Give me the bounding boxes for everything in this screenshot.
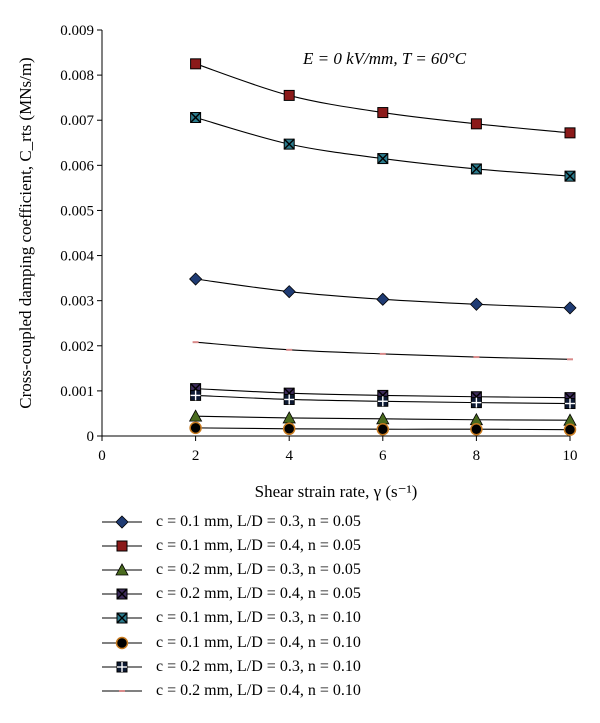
legend-item: c = 0.1 mm, L/D = 0.3, n = 0.10 [100, 606, 580, 630]
data-point [190, 389, 202, 401]
x-tick-label: 6 [379, 448, 387, 464]
data-point [563, 423, 577, 436]
y-tick-label: 0.009 [60, 23, 94, 39]
data-point [282, 422, 296, 436]
data-point [283, 138, 295, 150]
legend-marker [115, 563, 129, 576]
legend-item: c = 0.2 mm, L/D = 0.4, n = 0.05 [100, 582, 580, 606]
legend-swatch [102, 588, 142, 600]
legend-item: c = 0.2 mm, L/D = 0.3, n = 0.10 [100, 655, 580, 679]
y-tick-label: 0.006 [60, 158, 94, 174]
data-point [188, 409, 203, 422]
data-point [377, 395, 389, 407]
series-line [195, 63, 571, 134]
data-point [189, 272, 203, 286]
data-point [470, 422, 483, 436]
series-6 [189, 421, 577, 436]
y-axis-title: Cross-coupled damping coefficient, C_rts… [16, 57, 35, 408]
y-tick-label: 0.001 [60, 384, 94, 400]
legend-item: c = 0.2 mm, L/D = 0.4, n = 0.10 [100, 679, 580, 703]
y-tick-label: 0.002 [60, 339, 94, 355]
data-point [377, 107, 389, 119]
legend-item: c = 0.1 mm, L/D = 0.4, n = 0.10 [100, 630, 580, 654]
data-point [564, 127, 576, 139]
data-point [282, 285, 296, 299]
legend-label: c = 0.1 mm, L/D = 0.4, n = 0.10 [156, 633, 361, 651]
legend-swatch [102, 636, 142, 649]
y-tick-label: 0.007 [60, 113, 94, 129]
legend-item: c = 0.2 mm, L/D = 0.3, n = 0.05 [100, 558, 580, 582]
data-point [190, 112, 202, 124]
legend-label: c = 0.2 mm, L/D = 0.4, n = 0.10 [156, 681, 361, 699]
y-tick-label: 0.003 [60, 294, 94, 310]
y-tick-label: 0 [87, 429, 95, 445]
legend-label: c = 0.1 mm, L/D = 0.3, n = 0.10 [156, 609, 361, 627]
data-point [283, 393, 295, 405]
data-point [189, 421, 202, 435]
legend-item: c = 0.1 mm, L/D = 0.3, n = 0.05 [100, 510, 580, 534]
data-point [470, 397, 482, 409]
data-point [377, 153, 389, 165]
legend-swatch [102, 612, 142, 624]
series-8 [192, 341, 573, 361]
y-tick-label: 0.008 [60, 68, 94, 84]
x-axis-title: Shear strain rate, γ (s⁻¹) [255, 482, 418, 501]
data-point [376, 292, 390, 306]
legend-swatch [102, 540, 142, 552]
legend-swatch [102, 515, 142, 529]
chart-annotation: E = 0 kV/mm, T = 60°C [302, 49, 467, 68]
x-tick-label: 4 [285, 448, 293, 464]
x-tick-label: 10 [563, 448, 578, 464]
legend-marker [115, 636, 129, 649]
y-tick-label: 0.005 [60, 203, 94, 219]
series-5 [190, 112, 576, 182]
chart-legend: c = 0.1 mm, L/D = 0.3, n = 0.05 c = 0.1 m… [100, 510, 580, 703]
legend-marker [116, 540, 128, 552]
series-7 [190, 389, 576, 410]
data-point [564, 170, 576, 182]
x-tick-label: 0 [98, 448, 106, 464]
data-point [376, 422, 390, 436]
legend-swatch [102, 661, 142, 673]
legend-swatch [102, 563, 142, 576]
series-line [195, 341, 571, 360]
legend-label: c = 0.2 mm, L/D = 0.3, n = 0.10 [156, 657, 361, 675]
data-point [564, 398, 576, 410]
series-3 [188, 409, 577, 426]
legend-marker [116, 661, 128, 673]
legend-marker [115, 515, 129, 529]
legend-label: c = 0.1 mm, L/D = 0.4, n = 0.05 [156, 537, 361, 555]
legend-label: c = 0.2 mm, L/D = 0.4, n = 0.05 [156, 585, 361, 603]
data-point [563, 301, 577, 315]
legend-item: c = 0.1 mm, L/D = 0.4, n = 0.05 [100, 534, 580, 558]
chart-plot: 0 0.001 0.002 0.003 0.004 0.005 0.006 0.007 0.00… [16, 23, 578, 501]
x-tick-label: 8 [473, 448, 481, 464]
data-point [470, 163, 482, 175]
series-line [195, 116, 571, 177]
y-tick-label: 0.004 [60, 249, 94, 265]
series-1 [189, 272, 577, 315]
x-tick-label: 2 [192, 448, 200, 464]
legend-marker [116, 588, 128, 600]
legend-swatch [102, 689, 142, 692]
data-point [283, 89, 295, 101]
legend-marker [116, 612, 128, 624]
legend-label: c = 0.2 mm, L/D = 0.3, n = 0.05 [156, 561, 361, 579]
data-point [190, 58, 202, 70]
data-point [469, 297, 483, 311]
legend-label: c = 0.1 mm, L/D = 0.3, n = 0.05 [156, 513, 361, 531]
series-2 [190, 58, 576, 139]
data-point [470, 118, 482, 130]
